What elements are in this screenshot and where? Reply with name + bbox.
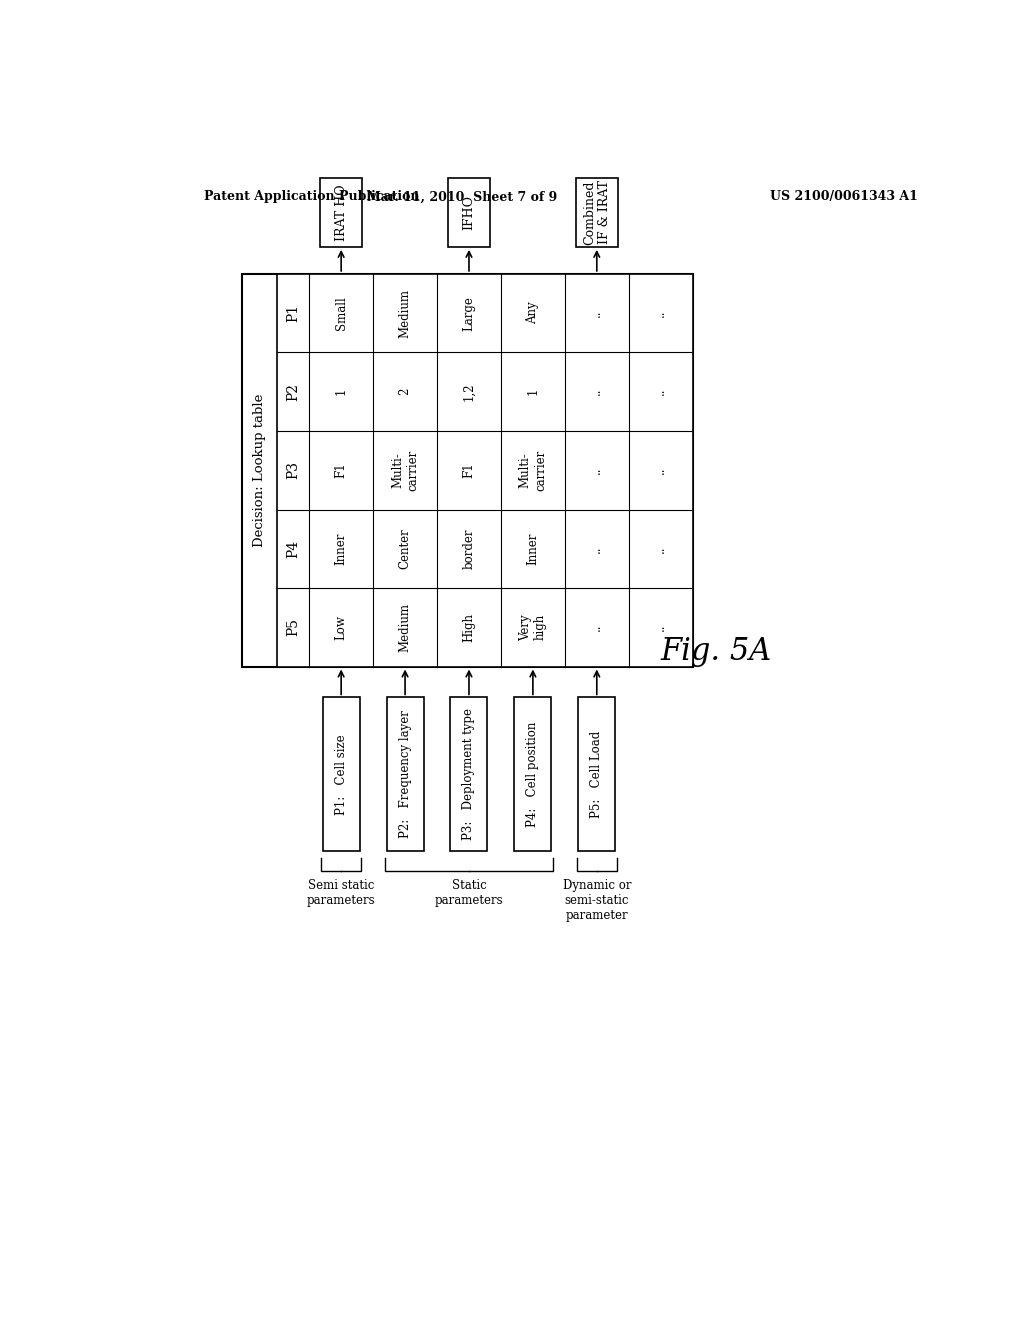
Text: Center: Center	[398, 528, 412, 569]
Text: P3: P3	[286, 461, 300, 479]
Text: Small: Small	[335, 296, 348, 330]
Text: P1:   Cell size: P1: Cell size	[335, 734, 348, 814]
Text: Patent Application Publication: Patent Application Publication	[204, 190, 419, 203]
Text: Semi static
parameters: Semi static parameters	[307, 879, 376, 907]
Text: ..: ..	[590, 388, 603, 396]
Text: F1: F1	[335, 462, 348, 478]
Text: ..: ..	[590, 545, 603, 553]
Text: Decision: Lookup table: Decision: Lookup table	[253, 393, 266, 546]
Text: ..: ..	[654, 388, 668, 396]
Text: P2:   Frequency layer: P2: Frequency layer	[398, 710, 412, 838]
Text: Dynamic or
semi-static
parameter: Dynamic or semi-static parameter	[562, 879, 631, 923]
Text: 2: 2	[398, 388, 412, 396]
Bar	[451, 697, 487, 851]
Text: Large: Large	[463, 296, 475, 330]
Bar	[243, 275, 692, 667]
Text: F1: F1	[463, 462, 475, 478]
Text: P1: P1	[286, 304, 300, 322]
Text: IRAT HO: IRAT HO	[335, 183, 348, 240]
Text: High: High	[463, 612, 475, 642]
Text: Inner: Inner	[526, 532, 540, 565]
Bar	[319, 178, 362, 247]
Text: Medium: Medium	[398, 289, 412, 338]
Text: Very
high: Very high	[519, 614, 547, 640]
Text: ..: ..	[654, 545, 668, 553]
Bar	[323, 697, 359, 851]
Bar	[447, 178, 490, 247]
Text: ..: ..	[590, 466, 603, 474]
Text: Multi-
carrier: Multi- carrier	[519, 450, 547, 491]
Text: P4:   Cell position: P4: Cell position	[526, 722, 540, 828]
Text: ..: ..	[654, 623, 668, 631]
Text: Low: Low	[335, 615, 348, 640]
Text: ..: ..	[590, 309, 603, 317]
Bar	[276, 275, 692, 667]
Text: P4: P4	[286, 540, 300, 558]
Text: US 2100/0061343 A1: US 2100/0061343 A1	[770, 190, 918, 203]
Text: Fig. 5A: Fig. 5A	[660, 636, 771, 667]
Text: Static
parameters: Static parameters	[434, 879, 503, 907]
Text: Combined
IF & IRAT: Combined IF & IRAT	[583, 180, 610, 244]
Text: 1: 1	[335, 388, 348, 396]
Bar	[514, 697, 551, 851]
Bar	[387, 697, 424, 851]
Text: P5: P5	[286, 618, 300, 636]
Bar	[579, 697, 615, 851]
Text: ..: ..	[654, 309, 668, 317]
Bar	[575, 178, 617, 247]
Text: 1: 1	[526, 388, 540, 396]
Text: 1,2: 1,2	[463, 383, 475, 401]
Text: Medium: Medium	[398, 603, 412, 652]
Text: Inner: Inner	[335, 532, 348, 565]
Text: ..: ..	[590, 623, 603, 631]
Text: P2: P2	[286, 383, 300, 401]
Text: IFHO: IFHO	[463, 195, 475, 230]
Text: border: border	[463, 528, 475, 569]
Text: P3:   Deployment type: P3: Deployment type	[463, 709, 475, 841]
Text: Multi-
carrier: Multi- carrier	[391, 450, 419, 491]
Text: Mar. 11, 2010  Sheet 7 of 9: Mar. 11, 2010 Sheet 7 of 9	[367, 190, 557, 203]
Text: P5:   Cell Load: P5: Cell Load	[590, 731, 603, 818]
Text: ..: ..	[654, 466, 668, 474]
Text: Any: Any	[526, 302, 540, 325]
